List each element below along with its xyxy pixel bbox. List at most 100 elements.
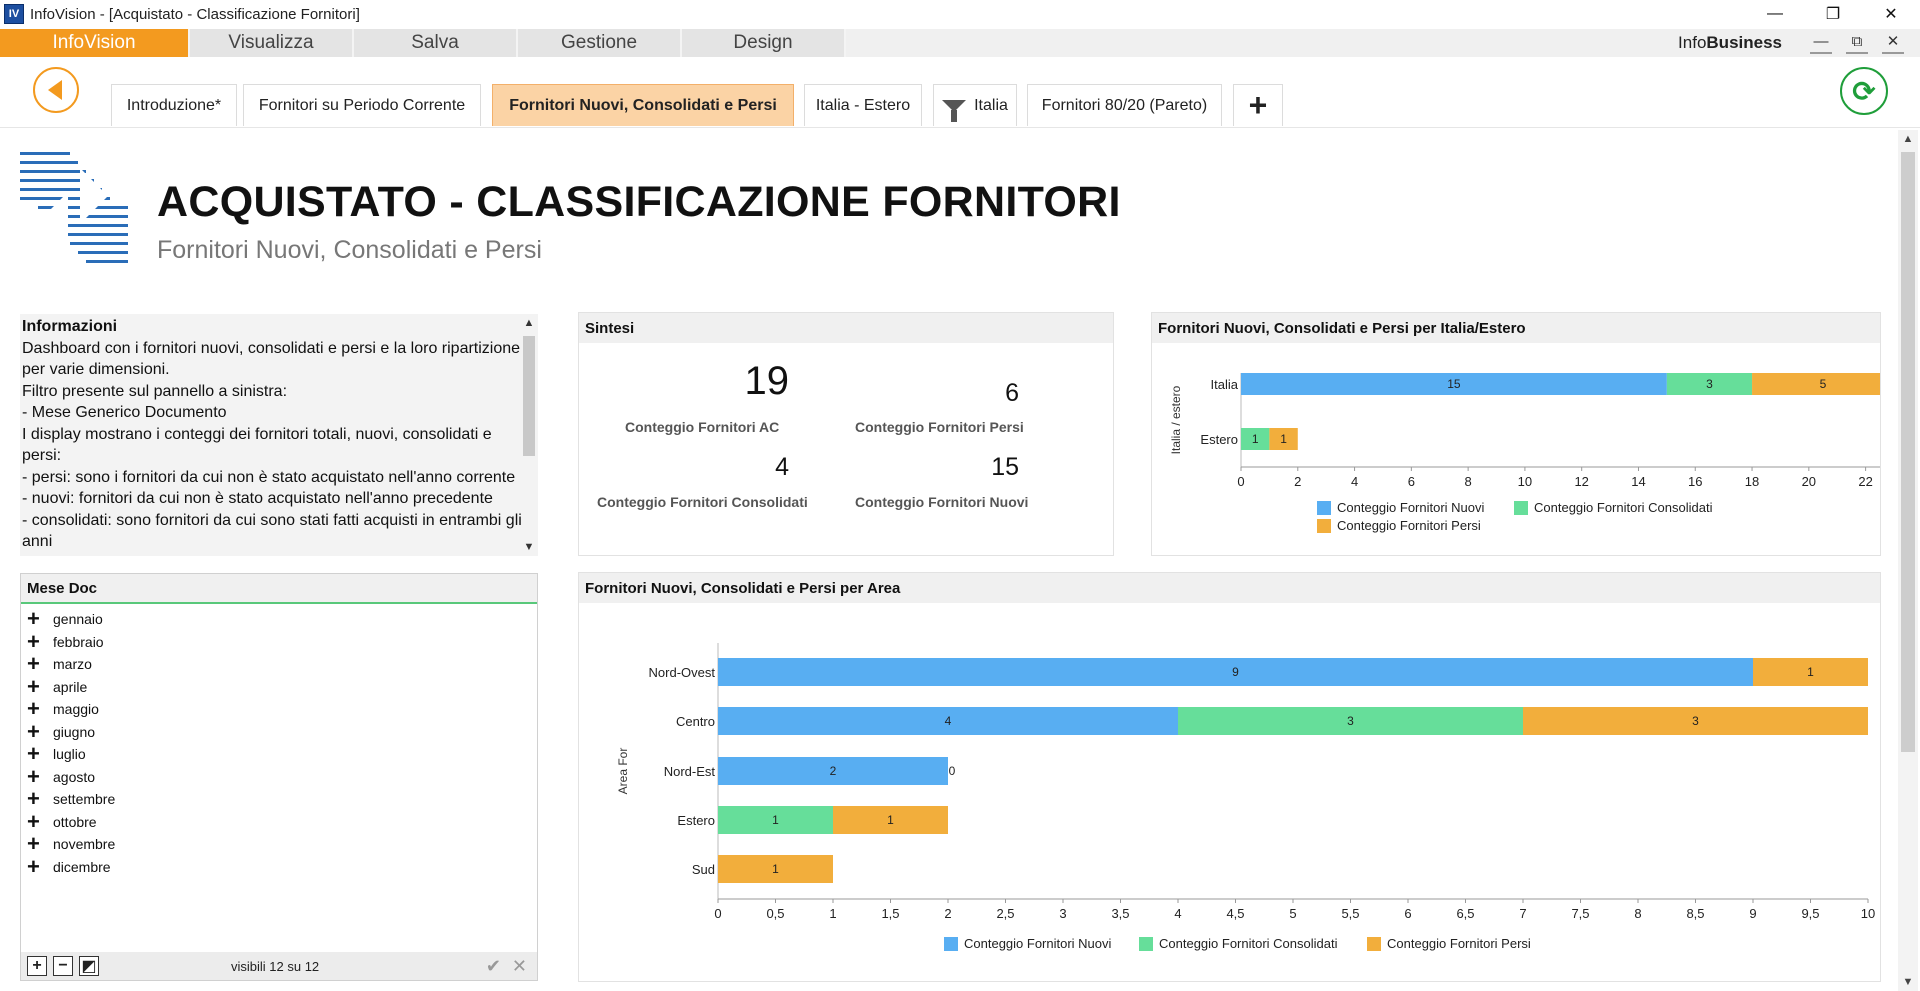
page-subtitle: Fornitori Nuovi, Consolidati e Persi <box>157 236 542 264</box>
bar-conteggio-fornitori-nuovi <box>1241 373 1667 395</box>
kpi-value-persi: 6 <box>1005 379 1019 407</box>
expand-icon[interactable]: + <box>27 808 40 834</box>
page-title: ACQUISTATO - CLASSIFICAZIONE FORNITORI <box>157 178 1121 226</box>
expand-icon[interactable]: + <box>27 831 40 857</box>
tab-fornitori-nuovi-consolidati-persi[interactable]: Fornitori Nuovi, Consolidati e Persi <box>492 84 794 126</box>
tab-italia-estero[interactable]: Italia - Estero <box>804 84 922 126</box>
menu-design[interactable]: Design <box>682 29 846 57</box>
close-button[interactable]: ✕ <box>1884 6 1898 23</box>
doc-close-button[interactable]: ✕ <box>1882 32 1904 54</box>
main-scroll-thumb[interactable] <box>1901 152 1915 752</box>
expand-icon[interactable]: + <box>27 651 40 677</box>
legend-label: Conteggio Fornitori Nuovi <box>964 936 1112 951</box>
y-axis-label: Area For <box>616 748 630 795</box>
info-text[interactable]: Informazioni Dashboard con i fornitori n… <box>22 316 522 552</box>
month-filter-heading: Mese Doc <box>21 574 537 604</box>
legend-swatch <box>1317 519 1331 533</box>
month-item[interactable]: + maggio <box>21 698 537 721</box>
tab-fornitori-periodo-corrente[interactable]: Fornitori su Periodo Corrente <box>243 84 481 126</box>
back-arrow-icon <box>47 80 62 100</box>
x-tick-label: 9,5 <box>1801 906 1819 921</box>
legend-label: Conteggio Fornitori Consolidati <box>1534 500 1713 515</box>
x-tick-label: 0 <box>1237 474 1244 489</box>
x-tick-label: 2 <box>1294 474 1301 489</box>
expand-icon[interactable]: + <box>27 786 40 812</box>
add-tab-button[interactable]: + <box>1233 84 1283 126</box>
scroll-down-icon[interactable]: ▼ <box>523 541 535 553</box>
dashboard-tab-bar: Introduzione* Fornitori su Periodo Corre… <box>0 58 1920 128</box>
info-scrollbar[interactable]: ▲ ▼ <box>520 314 538 556</box>
month-label: giugno <box>53 723 96 740</box>
expand-icon[interactable]: + <box>27 763 40 789</box>
month-item[interactable]: + febbraio <box>21 628 537 654</box>
month-label: febbraio <box>53 633 104 650</box>
expand-icon[interactable]: + <box>27 696 40 722</box>
apply-check-icon[interactable]: ✔ <box>485 955 501 976</box>
scroll-thumb[interactable] <box>523 336 535 456</box>
invert-selection-button[interactable]: ◩ <box>79 956 99 976</box>
kpi-value-ac: 19 <box>744 359 790 403</box>
month-item[interactable]: + aprile <box>21 673 537 699</box>
legend-swatch <box>1139 937 1153 951</box>
legend-label: Conteggio Fornitori Persi <box>1337 518 1481 533</box>
brand-prefix: Info <box>1678 33 1707 52</box>
month-item[interactable]: + giugno <box>21 718 537 744</box>
bar-conteggio-fornitori-consolidati <box>718 806 833 834</box>
doc-restore-button[interactable]: ⧉ <box>1846 32 1868 54</box>
month-item[interactable]: + luglio <box>21 743 537 766</box>
x-tick-label: 3,5 <box>1111 906 1129 921</box>
x-tick-label: 2 <box>944 906 951 921</box>
back-button[interactable] <box>33 67 79 113</box>
doc-minimize-button[interactable]: — <box>1810 32 1832 54</box>
expand-icon[interactable]: + <box>27 628 40 654</box>
month-item[interactable]: + ottobre <box>21 808 537 834</box>
month-item[interactable]: + dicembre <box>21 853 537 879</box>
menu-visualizza[interactable]: Visualizza <box>190 29 354 57</box>
month-item[interactable]: + gennaio <box>21 608 537 631</box>
tab-fornitori-pareto[interactable]: Fornitori 80/20 (Pareto) <box>1027 84 1222 126</box>
tab-italia-label: Italia <box>974 96 1008 114</box>
minimize-button[interactable]: — <box>1767 5 1783 22</box>
month-item[interactable]: + agosto <box>21 763 537 789</box>
month-item[interactable]: + marzo <box>21 653 537 676</box>
menu-salva[interactable]: Salva <box>354 29 518 57</box>
info-line: Filtro presente sul pannello a sinistra: <box>22 382 288 400</box>
menu-gestione[interactable]: Gestione <box>518 29 682 57</box>
month-item[interactable]: + settembre <box>21 788 537 811</box>
bar-conteggio-fornitori-consolidati <box>1666 373 1753 395</box>
chart-italia-estero-title: Fornitori Nuovi, Consolidati e Persi per… <box>1152 313 1880 343</box>
refresh-button[interactable]: ⟳ <box>1840 67 1888 115</box>
menu-infovision[interactable]: InfoVision <box>0 29 190 57</box>
expand-icon[interactable]: + <box>27 673 40 699</box>
x-tick-label: 20 <box>1802 474 1816 489</box>
bar-conteggio-fornitori-consolidati <box>1178 707 1523 735</box>
expand-icon[interactable]: + <box>27 741 40 767</box>
expand-all-button[interactable]: + <box>27 956 47 976</box>
info-heading: Informazioni <box>22 318 118 335</box>
scroll-up-icon[interactable]: ▲ <box>523 317 535 329</box>
main-scroll-up-icon[interactable]: ▲ <box>1902 133 1914 145</box>
main-scroll-down-icon[interactable]: ▼ <box>1902 976 1914 988</box>
bar-value-label: 3 <box>1347 714 1354 728</box>
expand-icon[interactable]: + <box>27 718 40 744</box>
tab-italia-filter[interactable]: Italia <box>933 84 1017 126</box>
tab-introduzione[interactable]: Introduzione* <box>111 84 237 126</box>
restore-button[interactable]: ❐ <box>1825 6 1841 23</box>
bar-value-label: 3 <box>1692 714 1699 728</box>
chart-italia-estero-panel: Fornitori Nuovi, Consolidati e Persi per… <box>1151 312 1894 556</box>
brand-bold: Business <box>1706 33 1782 52</box>
clear-filter-icon[interactable]: ✕ <box>511 955 527 976</box>
x-tick-label: 3 <box>1059 906 1066 921</box>
x-tick-label: 1 <box>829 906 836 921</box>
expand-icon[interactable]: + <box>27 853 40 879</box>
x-tick-label: 4 <box>1351 474 1358 489</box>
menu-bar: InfoVision Visualizza Salva Gestione Des… <box>0 29 1920 57</box>
collapse-all-button[interactable]: − <box>53 956 73 976</box>
main-scrollbar[interactable]: ▲ ▼ <box>1898 130 1918 991</box>
expand-icon[interactable]: + <box>27 606 40 632</box>
x-tick-label: 16 <box>1688 474 1702 489</box>
company-logo <box>20 152 128 263</box>
x-tick-label: 18 <box>1745 474 1759 489</box>
x-tick-label: 7 <box>1519 906 1526 921</box>
month-item[interactable]: + novembre <box>21 833 537 856</box>
